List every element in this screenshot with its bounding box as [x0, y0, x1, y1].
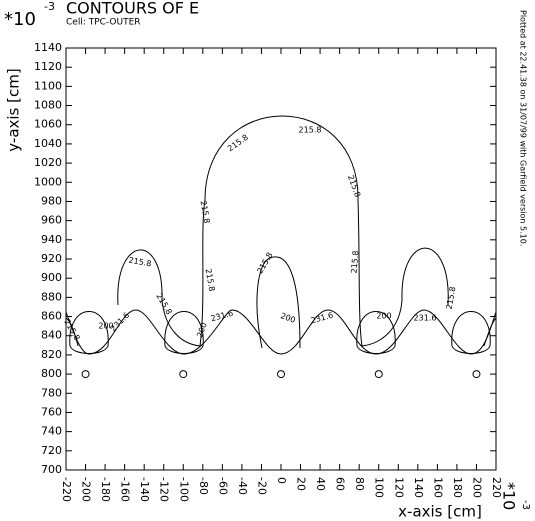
y-tick-label: 720	[41, 444, 62, 457]
y-tick-label: 900	[41, 271, 62, 284]
x-scale-base: *10	[500, 482, 519, 510]
y-tick-label: 760	[41, 405, 62, 418]
x-axis-title: x-axis [cm]	[398, 503, 482, 521]
contour-labels: 215.8 215.8 215.8 215.8 215.8 215.8 215.…	[62, 126, 457, 343]
contour-label: 231.6	[310, 311, 334, 326]
x-tick-label: -100	[177, 477, 190, 502]
contour-label: 200	[195, 321, 209, 338]
contour-label: 200	[376, 312, 391, 321]
x-tick-label: 120	[392, 477, 405, 498]
x-tick-label: 80	[353, 477, 366, 491]
contour-label: 231.6	[210, 309, 234, 324]
contour-label: 215.8	[226, 133, 250, 154]
x-scale-exponent: -3	[520, 500, 531, 510]
y-axis-title: y-axis [cm]	[5, 68, 23, 151]
contour-label: 215.8	[255, 251, 274, 275]
y-tick-label: 980	[41, 194, 62, 207]
x-tick-label: -180	[99, 477, 112, 502]
y-tick-label: 1120	[34, 60, 62, 73]
y-tick-label: 800	[41, 367, 62, 380]
x-tick-label: -120	[158, 477, 171, 502]
x-tick-label: -160	[119, 477, 132, 502]
x-tick-label: 100	[373, 477, 386, 498]
y-scale-exponent: -3	[44, 0, 55, 13]
y-tick-label: 1040	[34, 137, 62, 150]
contour-label: 200	[279, 311, 296, 325]
x-tick-label: 180	[451, 477, 464, 498]
contour-label: 215.8	[154, 292, 173, 316]
y-tick-label: 880	[41, 290, 62, 303]
contour-label: 215.8	[346, 174, 362, 199]
x-tick-label: 160	[431, 477, 444, 498]
y-tick-label: 960	[41, 214, 62, 227]
contour-label: 215.8	[62, 318, 81, 342]
contour-label: 200	[98, 322, 113, 331]
y-tick-label: 1060	[34, 118, 62, 131]
wire	[179, 370, 188, 379]
y-scale-base: *10	[4, 9, 36, 30]
x-tick-label: 0	[275, 477, 288, 484]
x-tick-label: -80	[197, 477, 210, 495]
contour-label: 215.8	[350, 250, 361, 274]
x-tick-label: -20	[255, 477, 268, 495]
wire	[277, 370, 285, 379]
x-tick-label: -220	[60, 477, 73, 502]
y-tick-label: 820	[41, 348, 62, 361]
x-tick-label: 40	[314, 477, 327, 491]
contour-label: 231.6	[414, 314, 437, 323]
contour-label: 215.8	[128, 256, 152, 269]
y-tick-label: 1140	[34, 41, 62, 54]
contour-label: 215.8	[204, 268, 217, 292]
wire	[472, 370, 481, 379]
contour-label: 215.8	[445, 286, 458, 310]
x-tick-label: -140	[138, 477, 151, 502]
contour-line	[65, 309, 497, 355]
contour-line	[117, 115, 449, 347]
y-tick-label: 1100	[34, 79, 62, 92]
x-tick-label: 200	[470, 477, 483, 498]
x-tick-label: 220	[490, 477, 503, 498]
chart-subtitle: Cell: TPC-OUTER	[66, 18, 141, 28]
y-tick-label: 1020	[34, 156, 62, 169]
x-tick-label: 60	[334, 477, 347, 491]
contour-line	[69, 311, 491, 354]
contour-label: 215.8	[199, 200, 212, 224]
contour-label: 215.8	[299, 126, 322, 135]
x-tick-label: 140	[412, 477, 425, 498]
y-tick-label: 740	[41, 425, 62, 438]
x-tick-label: 20	[295, 477, 308, 491]
x-tick-label: -200	[80, 477, 93, 502]
chart-title: CONTOURS OF E	[66, 0, 199, 18]
y-tick-label: 1080	[34, 99, 62, 112]
y-tick-label: 780	[41, 386, 62, 399]
x-tick-label: -40	[236, 477, 249, 495]
footer: Plotted at 22.41.38 on 31/07/99 with Gar…	[519, 10, 528, 246]
y-tick-label: 1000	[34, 175, 62, 188]
wire	[374, 370, 383, 379]
contour-line	[256, 256, 301, 349]
y-tick-label: 940	[41, 233, 62, 246]
x-tick-label: -60	[216, 477, 229, 495]
y-tick-label: 920	[41, 252, 62, 265]
y-tick-label: 860	[41, 310, 62, 323]
y-tick-label: 840	[41, 329, 62, 342]
wire	[81, 370, 90, 379]
y-tick-label: 700	[41, 463, 62, 476]
